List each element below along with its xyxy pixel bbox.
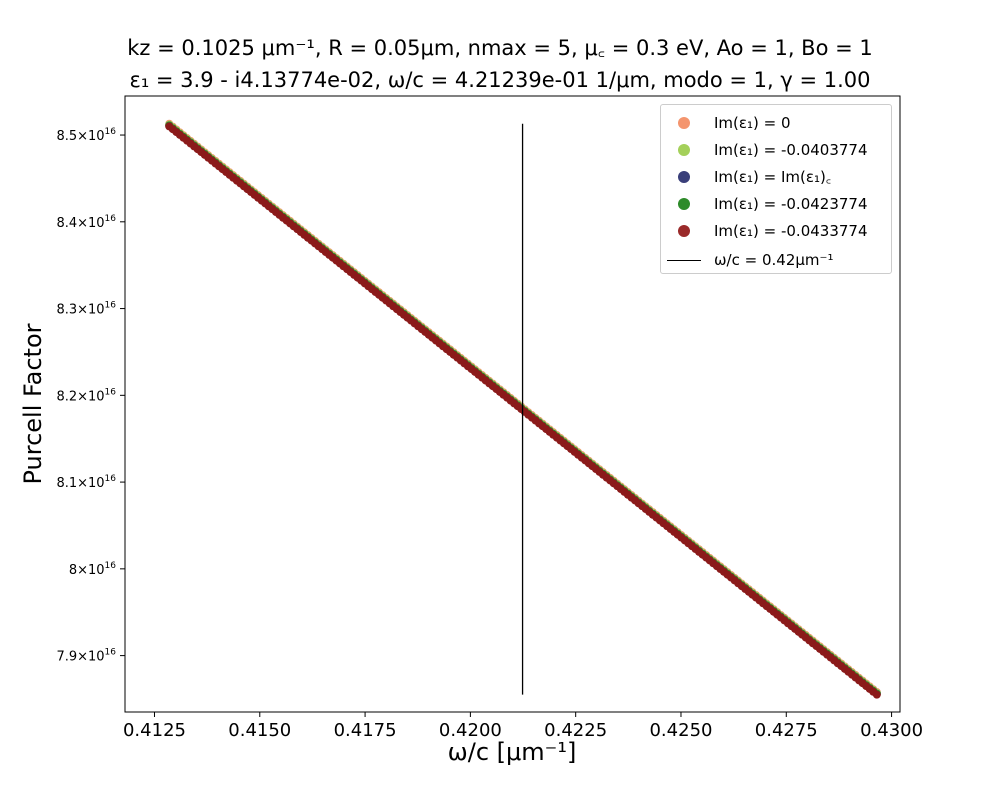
legend-label-2: Im(ε₁) = Im(ε₁)꜀ <box>714 168 832 186</box>
x-axis-ticks: 0.4125 0.4150 0.4175 0.4200 0.4225 0.4250 0.42… <box>123 712 923 741</box>
legend-marker-0 <box>678 117 690 129</box>
y-tick-label: 8.3×1016 <box>56 301 116 318</box>
legend-item-0: Im(ε₁) = 0 <box>661 111 891 135</box>
series-layer <box>165 119 881 699</box>
legend-label-4: Im(ε₁) = -0.0433774 <box>714 222 868 240</box>
series-4 <box>165 122 881 699</box>
y-tick-label: 8.2×1016 <box>56 387 116 404</box>
legend-item-4: Im(ε₁) = -0.0433774 <box>661 219 891 243</box>
y-tick-label: 8×1016 <box>69 561 116 578</box>
plot-frame <box>124 95 901 713</box>
x-tick-label: 0.4250 <box>649 720 712 741</box>
x-tick-label: 0.4125 <box>123 720 186 741</box>
x-tick-label: 0.4150 <box>228 720 291 741</box>
legend-marker-4 <box>678 225 690 237</box>
legend-marker-2 <box>678 171 690 183</box>
x-tick-label: 0.4300 <box>860 720 923 741</box>
y-axis-label: Purcell Factor <box>19 323 47 484</box>
x-tick-label: 0.4200 <box>439 720 502 741</box>
legend-item-2: Im(ε₁) = Im(ε₁)꜀ <box>661 165 891 189</box>
x-tick-label: 0.4225 <box>544 720 607 741</box>
legend-label-0: Im(ε₁) = 0 <box>714 114 791 132</box>
x-tick-label: 0.4275 <box>755 720 818 741</box>
chart-title-line-1: kz = 0.1025 μm⁻¹, R = 0.05μm, nmax = 5, … <box>127 36 873 60</box>
y-tick-label: 8.4×1016 <box>56 214 116 231</box>
data-point <box>872 690 881 699</box>
legend-label-3: Im(ε₁) = -0.0423774 <box>714 195 868 213</box>
legend-item-5: ω/c = 0.42μm⁻¹ <box>661 248 891 272</box>
y-tick-label: 8.5×1016 <box>56 127 116 144</box>
legend-item-1: Im(ε₁) = -0.0403774 <box>661 138 891 162</box>
legend: Im(ε₁) = 0 Im(ε₁) = -0.0403774 Im(ε₁) = … <box>660 104 892 274</box>
legend-marker-3 <box>678 198 690 210</box>
x-tick-label: 0.4175 <box>334 720 397 741</box>
y-tick-label: 7.9×1016 <box>56 648 116 665</box>
y-tick-label: 8.1×1016 <box>56 474 116 491</box>
x-axis-label: ω/c [μm⁻¹] <box>448 738 577 766</box>
legend-line-5 <box>667 260 701 261</box>
legend-label-1: Im(ε₁) = -0.0403774 <box>714 141 868 159</box>
legend-item-3: Im(ε₁) = -0.0423774 <box>661 192 891 216</box>
legend-label-5: ω/c = 0.42μm⁻¹ <box>714 251 834 269</box>
chart-title-line-2: ε₁ = 3.9 - i4.13774e-02, ω/c = 4.21239e-… <box>129 68 871 92</box>
y-axis-ticks: 7.9×1016 8×1016 8.1×1016 8.2×1016 8.3×1016 8.… <box>56 127 125 665</box>
legend-marker-1 <box>678 144 690 156</box>
